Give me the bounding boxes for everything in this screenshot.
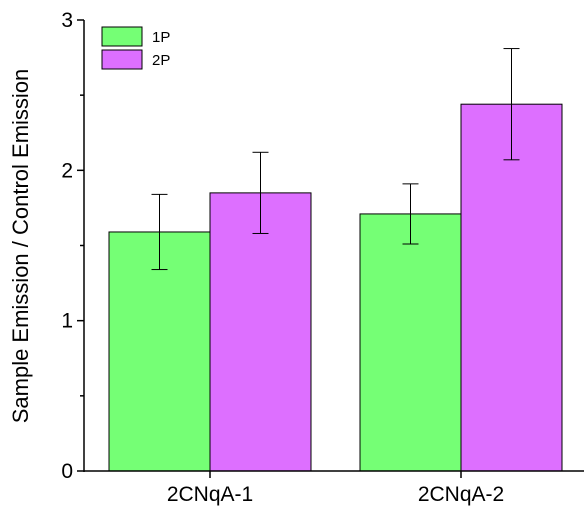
bar-1p-2 <box>359 213 462 472</box>
bar-2p-1 <box>209 192 312 472</box>
plot-area: 0 1 2 3 2CNqA-1 2CNqA-2 1P 2P <box>61 9 584 506</box>
x-tick-label: 2CNqA-1 <box>167 483 253 506</box>
legend-swatch-1p <box>101 26 143 47</box>
y-axis-title: Sample Emission / Control Emission <box>8 69 33 424</box>
legend-swatch-2p <box>101 49 143 70</box>
x-tick-label: 2CNqA-2 <box>418 483 504 506</box>
bar-1p-1 <box>108 231 211 472</box>
y-tick-label: 3 <box>61 9 73 32</box>
legend-label-1p: 1P <box>152 29 170 46</box>
y-tick-label: 2 <box>61 159 73 182</box>
legend-label-2p: 2P <box>152 52 170 69</box>
y-tick-label: 0 <box>61 460 73 483</box>
y-tick-label: 1 <box>61 310 73 333</box>
